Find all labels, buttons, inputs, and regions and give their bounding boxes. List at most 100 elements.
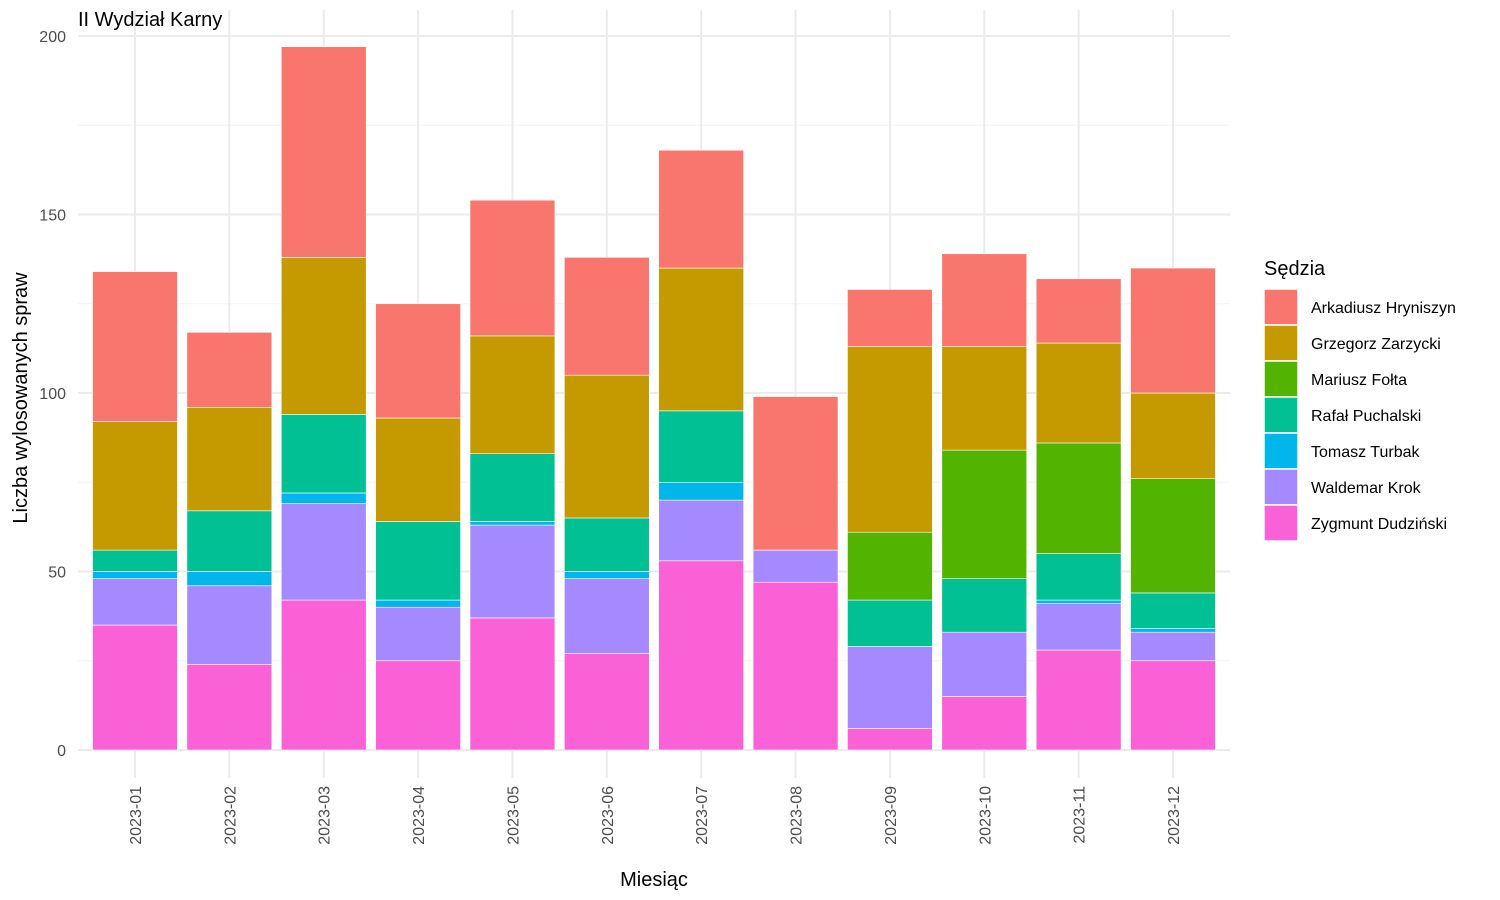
bar-segment xyxy=(469,453,556,522)
bar-segment xyxy=(186,585,273,665)
bar-segment xyxy=(564,257,650,376)
bar-segment xyxy=(564,374,650,519)
legend-key xyxy=(1263,504,1299,542)
bar-segment xyxy=(941,696,1028,751)
x-tick-label: 2023-03 xyxy=(317,786,334,845)
bar-segment xyxy=(1035,599,1122,604)
x-axis-title: Miesiąc xyxy=(620,869,688,891)
legend-key xyxy=(1263,468,1299,506)
bar-segment xyxy=(941,449,1028,579)
bar-segment xyxy=(469,199,556,337)
bar-segment xyxy=(1130,660,1216,751)
bar-segment xyxy=(186,406,273,512)
bar-segment xyxy=(847,531,933,601)
bar-segment xyxy=(941,578,1028,633)
bar-segment xyxy=(1130,392,1216,479)
bar-segment xyxy=(375,417,461,522)
bar-segment xyxy=(92,578,178,626)
bar-segment xyxy=(941,631,1028,697)
bar-segment xyxy=(469,524,556,619)
bar-segment xyxy=(375,606,461,662)
legend-key xyxy=(1263,360,1299,398)
x-tick-label: 2023-09 xyxy=(883,786,900,845)
x-tick-label: 2023-06 xyxy=(600,786,617,845)
bar-segment xyxy=(280,46,367,258)
bar-segment xyxy=(375,303,461,419)
y-tick-label: 200 xyxy=(39,29,66,46)
bar-segment xyxy=(280,599,367,751)
legend-key xyxy=(1263,396,1299,434)
bars xyxy=(92,46,1216,751)
bar-segment xyxy=(469,617,556,751)
y-tick-label: 50 xyxy=(48,565,66,582)
bar-segment xyxy=(92,571,178,579)
legend: Sędzia Arkadiusz Hryniszyn Grzegorz Zarzy… xyxy=(1263,258,1456,542)
x-tick-label: 2023-10 xyxy=(977,786,994,845)
bar-segment xyxy=(92,421,178,551)
bar-segment xyxy=(375,599,461,608)
legend-key xyxy=(1263,324,1299,362)
bar-segment xyxy=(564,517,650,572)
legend-label: Arkadiusz Hryniszyn xyxy=(1311,300,1456,317)
bar-segment xyxy=(375,660,461,751)
bar-segment xyxy=(564,571,650,579)
bar-segment xyxy=(1035,278,1122,344)
bar-segment xyxy=(469,521,556,526)
bar-segment xyxy=(1130,478,1216,594)
x-tick-label: 2023-08 xyxy=(789,786,806,845)
x-tick-label: 2023-02 xyxy=(222,786,239,845)
bar-segment xyxy=(1130,267,1216,394)
bar-segment xyxy=(658,481,744,501)
bar-segment xyxy=(186,332,273,408)
bar-segment xyxy=(186,571,273,587)
x-tick-label: 2023-07 xyxy=(694,786,711,845)
y-axis-ticks: 0 50 100 150 200 xyxy=(39,29,66,760)
bar-segment xyxy=(1035,342,1122,444)
legend-label: Zygmunt Dudziński xyxy=(1311,516,1447,533)
bar-segment xyxy=(847,728,933,751)
bar-segment xyxy=(658,499,744,562)
bar-segment xyxy=(280,414,367,494)
bar-segment xyxy=(280,492,367,504)
bar-segment xyxy=(1035,442,1122,554)
x-tick-label: 2023-05 xyxy=(505,786,522,845)
bar-segment xyxy=(752,549,839,583)
bar-segment xyxy=(564,578,650,654)
bar-segment xyxy=(752,581,839,751)
x-tick-label: 2023-12 xyxy=(1166,786,1183,845)
legend-label: Waldemar Krok xyxy=(1311,480,1422,497)
bar-segment xyxy=(658,410,744,483)
bar-segment xyxy=(92,271,178,422)
legend-title: Sędzia xyxy=(1264,258,1326,280)
bar-segment xyxy=(186,510,273,572)
bar-segment xyxy=(375,521,461,601)
bar-segment xyxy=(1130,592,1216,629)
y-tick-label: 150 xyxy=(39,208,66,225)
legend-label: Grzegorz Zarzycki xyxy=(1311,336,1441,353)
y-tick-label: 100 xyxy=(39,386,66,403)
x-axis-ticks: 2023-01 2023-02 2023-03 2023-04 2023-05 2023-… xyxy=(128,786,1183,845)
bar-segment xyxy=(469,335,556,454)
bar-segment xyxy=(1035,603,1122,651)
bar-segment xyxy=(92,549,178,572)
x-tick-label: 2023-11 xyxy=(1072,786,1089,844)
legend-key xyxy=(1263,432,1299,470)
chart-title: II Wydział Karny xyxy=(78,9,222,31)
legend-label: Tomasz Turbak xyxy=(1311,444,1420,461)
bar-segment xyxy=(941,346,1028,451)
bar-segment xyxy=(1035,553,1122,601)
bar-segment xyxy=(941,253,1028,347)
bar-segment xyxy=(280,503,367,601)
bar-segment xyxy=(847,599,933,647)
bar-segment xyxy=(186,664,273,751)
y-tick-label: 0 xyxy=(57,743,66,760)
legend-key xyxy=(1263,288,1299,326)
bar-segment xyxy=(752,396,839,551)
legend-label: Rafał Puchalski xyxy=(1311,408,1421,425)
bar-segment xyxy=(658,560,744,751)
bar-segment xyxy=(280,257,367,415)
legend-label: Mariusz Fołta xyxy=(1311,372,1407,389)
bar-segment xyxy=(1035,649,1122,751)
bar-segment xyxy=(847,289,933,347)
